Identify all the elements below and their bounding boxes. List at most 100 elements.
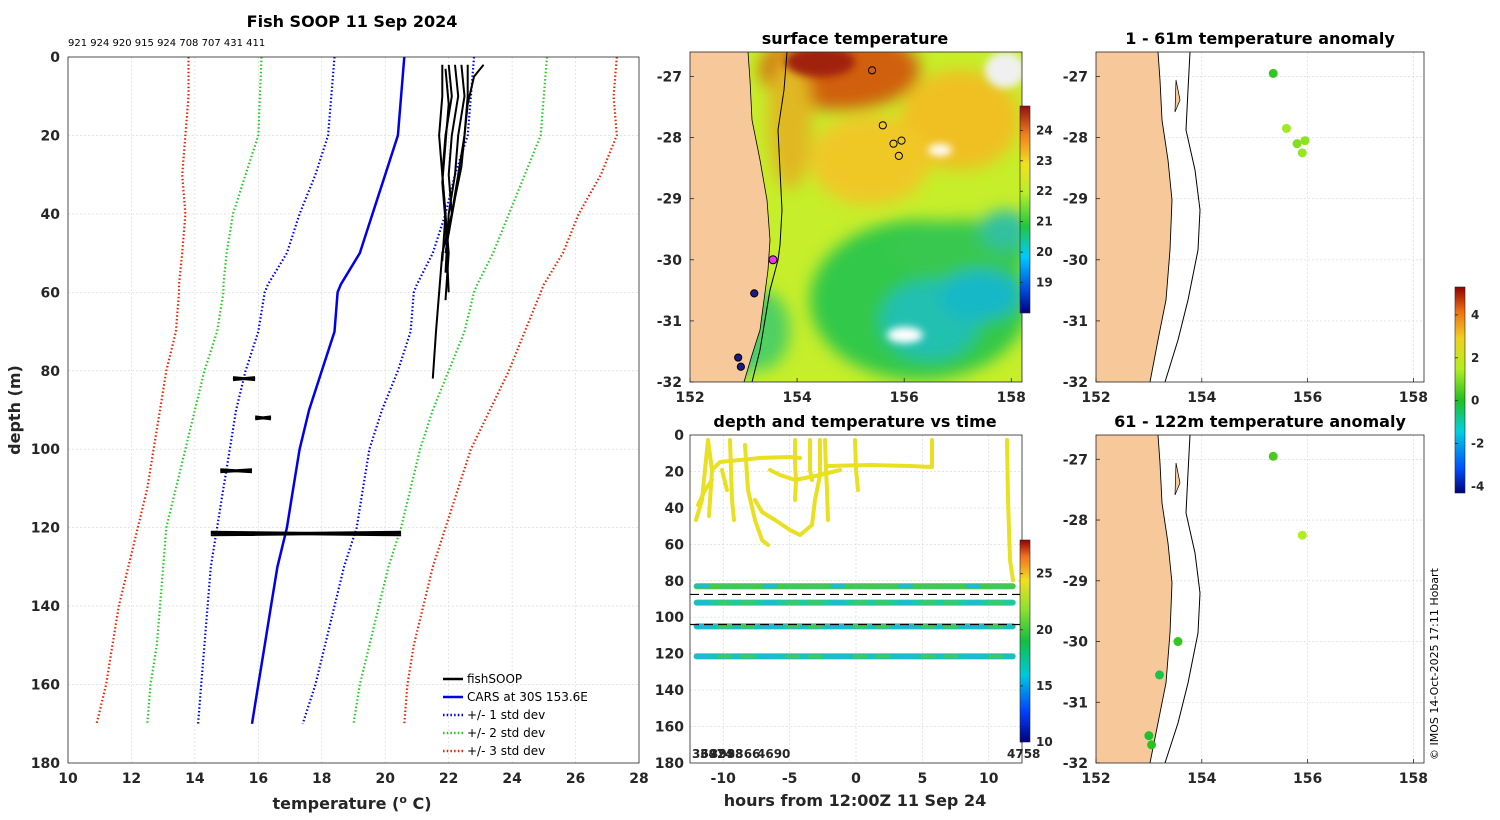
timeseries-xtick: 5 (918, 771, 928, 787)
fishsoop-horizontal-run (232, 376, 256, 382)
anomaly-1-ticks: 152 154 156 158 -27 -28 -29 -30 -31 -32 (1063, 69, 1428, 406)
anomaly-2-land (1096, 435, 1172, 763)
map-ytick: -29 (1063, 574, 1088, 590)
profile-y-ticks: 0 20 40 60 80 100 120 140 160 180 (31, 50, 60, 772)
map-ytick: -30 (657, 253, 683, 269)
profile-xtick: 18 (312, 771, 331, 787)
sst-ticks: 152 154 156 158 -27 -28 -29 -30 -31 -32 (657, 69, 1026, 406)
profile-ytick: 140 (31, 599, 60, 615)
map-ytick: -31 (657, 314, 682, 330)
fishsoop-horizontal-run (220, 468, 253, 474)
timeseries-xtick: 10 (979, 771, 999, 787)
timeseries-colorbar-tick: 20 (1036, 623, 1053, 637)
anomaly-colorbar-tick: 2 (1471, 351, 1479, 365)
profile-x-ticks: 10 12 14 16 18 20 22 24 26 28 (58, 771, 648, 787)
map-ytick: -28 (1063, 131, 1088, 147)
profile-ytick: 160 (31, 678, 60, 694)
anomaly-1-points (1268, 68, 1310, 158)
fishsoop-horizontal-run (210, 530, 402, 537)
anomaly-1-title: 1 - 61m temperature anomaly (1125, 29, 1395, 48)
map-xtick: 158 (1399, 771, 1428, 787)
sst-colorbar-tick: 24 (1036, 123, 1053, 137)
profile-xtick: 26 (566, 771, 585, 787)
timeseries-ytick: 160 (655, 720, 684, 736)
timeseries-bands (693, 583, 1016, 660)
profile-series (95, 57, 618, 725)
legend-label: CARS at 30S 153.6E (467, 690, 588, 704)
map-ytick: -27 (657, 69, 682, 85)
timeseries-ytick: 180 (655, 756, 684, 772)
sst-colorbar-ticks: 19 20 21 22 23 24 (1020, 123, 1053, 290)
profile-xtick: 12 (122, 771, 141, 787)
copyright-text: © IMOS 14-Oct-2025 17:11 Hobart (1428, 567, 1441, 760)
timeseries-ytick: 0 (674, 428, 684, 444)
profile-xtick: 14 (185, 771, 205, 787)
map-xtick: 154 (1187, 390, 1216, 406)
timeseries-colorbar (1019, 539, 1031, 743)
anomaly-1-frame (1095, 51, 1425, 383)
sst-colorbar-tick: 22 (1036, 184, 1053, 198)
sst-colorbar-tick: 23 (1036, 154, 1053, 168)
anomaly-point (1300, 136, 1310, 146)
sst-station-marker (897, 136, 906, 145)
map-xtick: 152 (1081, 771, 1110, 787)
profile-xtick: 24 (502, 771, 522, 787)
anomaly-point (1292, 139, 1302, 149)
profile-series-line (250, 57, 406, 724)
map-xtick: 158 (1399, 390, 1428, 406)
profile-series-line (197, 57, 336, 724)
anomaly-1-panel: 1 - 61m temperature anomaly 152 154 156 158… (1063, 29, 1428, 406)
timeseries-colorbar-ticks: 10 15 20 25 (1020, 567, 1053, 749)
profile-xtick: 16 (249, 771, 268, 787)
timeseries-ytick: 20 (665, 464, 685, 480)
anomaly-colorbar-tick: -4 (1471, 480, 1484, 494)
timeseries-xtick: 0 (851, 771, 861, 787)
map-ytick: -29 (1063, 192, 1088, 208)
sst-land (690, 52, 770, 382)
anomaly-point (1154, 670, 1164, 680)
map-xtick: 152 (1081, 390, 1110, 406)
anomaly-point (1281, 123, 1291, 133)
map-ytick: -31 (1063, 695, 1088, 711)
profile-xtick: 10 (58, 771, 78, 787)
anomaly-point (1268, 451, 1278, 461)
timeseries-colorbar-tick: 10 (1036, 735, 1053, 749)
profile-title: Fish SOOP 11 Sep 2024 (247, 12, 458, 31)
sst-title: surface temperature (762, 29, 949, 48)
map-xtick: 152 (675, 390, 704, 406)
map-ytick: -30 (1063, 253, 1089, 269)
anomaly-colorbar-tick: 4 (1471, 308, 1479, 322)
sst-station-marker (889, 139, 898, 148)
profile-ytick: 60 (41, 285, 61, 301)
profile-ylabel: depth (m) (5, 365, 24, 455)
fishsoop-profile-line (441, 68, 450, 293)
sst-station-marker (867, 66, 877, 75)
timeseries-colorbar-tick: 25 (1036, 567, 1053, 581)
timeseries-ytick: 60 (665, 537, 685, 553)
profile-ytick: 20 (41, 128, 61, 144)
profile-subtitle: 921 924 920 915 924 708 707 431 411 (68, 38, 265, 49)
anomaly-2-ticks: 152 154 156 158 -27 -28 -29 -30 -31 -32 (1063, 452, 1428, 787)
timeseries-xtick: -5 (782, 771, 798, 787)
timeseries-xlabel: hours from 12:00Z 11 Sep 24 (724, 791, 986, 810)
anomaly-point (1268, 68, 1278, 78)
sst-colorbar (1019, 105, 1031, 314)
map-xtick: 154 (1187, 771, 1216, 787)
map-ytick: -31 (1063, 314, 1088, 330)
timeseries-ytick: 100 (655, 610, 684, 626)
profile-ytick: 120 (31, 521, 60, 537)
anomaly-2-points (1144, 451, 1307, 750)
profile-ytick: 40 (41, 207, 61, 223)
map-ytick: -32 (1063, 375, 1088, 391)
timeseries-panel: depth and temperature vs time (655, 412, 1053, 810)
sst-colorbar-tick: 20 (1036, 245, 1053, 259)
profile-ytick: 80 (41, 364, 61, 380)
anomaly-point (1297, 148, 1307, 158)
profile-frame (67, 56, 640, 764)
profile-legend: fishSOOP CARS at 30S 153.6E +/- 1 std dev +… (443, 672, 588, 758)
profile-series-line (301, 57, 476, 725)
timeseries-ytick: 120 (655, 647, 684, 663)
sst-station-marker (750, 289, 759, 298)
profile-panel: Fish SOOP 11 Sep 2024 921 924 920 915 92… (5, 12, 649, 813)
map-ytick: -28 (657, 131, 682, 147)
